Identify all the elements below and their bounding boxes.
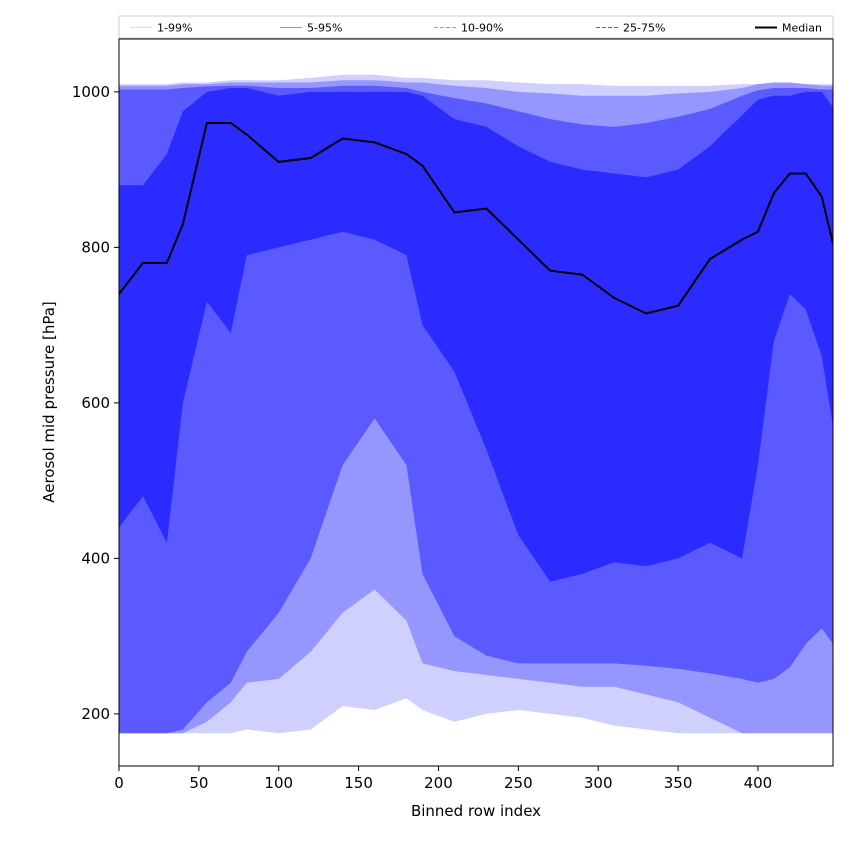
x-tick-label: 350 — [664, 774, 693, 792]
legend-box — [118, 15, 834, 39]
band-25-75 — [119, 88, 833, 582]
x-tick-label: 50 — [189, 774, 208, 792]
x-tick-label: 300 — [584, 774, 613, 792]
y-axis-ticks: 200 400 600 800 1000 — [72, 83, 119, 723]
y-tick-label: 600 — [81, 394, 110, 412]
median-series — [119, 122, 833, 315]
legend-label-10-90: 10-90% — [461, 22, 503, 35]
x-axis-ticks: 0 50 100 150 200 250 300 350 400 — [114, 766, 772, 792]
y-tick-label: 1000 — [72, 83, 110, 101]
legend-label-25-75: 25-75% — [623, 22, 665, 35]
y-tick-label: 800 — [81, 238, 110, 256]
x-tick-label: 100 — [264, 774, 293, 792]
percentile-bands — [119, 74, 833, 734]
legend: 1-99% 5-95% 10-90% 25-75% Median — [118, 15, 834, 39]
legend-label-median: Median — [782, 22, 822, 35]
legend-label-5-95: 5-95% — [307, 22, 342, 35]
median-line — [119, 122, 833, 315]
x-tick-label: 0 — [114, 774, 124, 792]
x-tick-label: 150 — [344, 774, 373, 792]
x-axis-label: Binned row index — [411, 802, 541, 820]
x-tick-label: 400 — [744, 774, 773, 792]
x-tick-label: 250 — [504, 774, 533, 792]
legend-label-1-99: 1-99% — [157, 22, 192, 35]
y-axis-label: Aerosol mid pressure [hPa] — [40, 301, 58, 503]
y-tick-label: 200 — [81, 705, 110, 723]
y-tick-label: 400 — [81, 549, 110, 567]
x-tick-label: 200 — [424, 774, 453, 792]
